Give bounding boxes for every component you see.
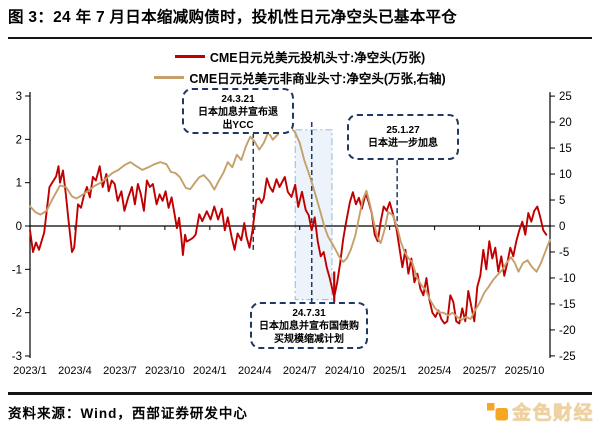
right-axis-tick-label: 20 <box>559 117 572 129</box>
legend-swatch-tan <box>154 76 185 79</box>
chart-svg: 2023/1 2023/4 2023/7 2023/10 2024/1 2024/4 202… <box>12 91 576 377</box>
right-axis-tick-label: 25 <box>559 91 572 103</box>
data-source-note: 资料来源：Wind，西部证券研发中心 <box>8 406 248 421</box>
brand-logo-icon <box>486 403 508 421</box>
event-shaded-region <box>294 129 333 301</box>
brand-name: 金色财经 <box>511 403 594 424</box>
right-axis-tick-label: -20 <box>559 325 576 337</box>
x-axis-label: 2025/1 <box>373 365 407 377</box>
legend-swatch-red <box>174 55 205 58</box>
chart-legend: CME日元兑美元投机头寸:净空头(万张) CME日元兑美元非商业头寸:净空头(万… <box>0 47 600 87</box>
x-axis-label: 2025/4 <box>418 365 452 377</box>
annotation-further-hike: 25.1.27 日本进一步加息 <box>347 114 459 160</box>
annotation-bond-taper: 24.7.31 日本加息并宣布国债购 买规模缩减计划 <box>250 302 368 349</box>
right-axis-tick-label: -15 <box>559 299 576 311</box>
annotation-ycc-exit: 24.3.21 日本加息并宣布退 出YCC <box>182 88 294 134</box>
right-axis-tick-label: 15 <box>559 143 572 155</box>
right-axis-tick-label: -10 <box>559 273 576 285</box>
annotation-date: 24.3.21 <box>221 94 255 105</box>
brand-watermark: 金色财经 <box>486 398 594 425</box>
series-speculative-net-short <box>29 165 548 325</box>
footer-divider <box>8 392 592 395</box>
annotation-date: 24.7.31 <box>292 308 326 319</box>
legend-item-noncommercial: CME日元兑美元非商业头寸:净空头(万张,右轴) <box>154 68 446 87</box>
x-axis-label: 2024/4 <box>238 365 272 377</box>
left-axis-tick-label: 0 <box>16 221 22 233</box>
left-axis-tick-label: -3 <box>12 351 22 363</box>
x-axis-label: 2023/1 <box>13 365 47 377</box>
x-axis-label: 2025/10 <box>505 365 545 377</box>
title-divider <box>8 37 592 39</box>
annotation-text: 日本加息并宣布退 <box>198 107 278 119</box>
annotation-text: 买规模缩减计划 <box>274 334 344 346</box>
x-axis-label: 2025/7 <box>463 365 497 377</box>
x-axis-label: 2023/7 <box>103 365 137 377</box>
annotation-text: 出YCC <box>222 120 254 132</box>
left-axis-tick-label: -1 <box>12 264 22 276</box>
x-axis-label: 2023/4 <box>58 365 92 377</box>
legend-item-speculative: CME日元兑美元投机头寸:净空头(万张) <box>174 47 426 66</box>
x-axis-label: 2024/1 <box>193 365 227 377</box>
left-axis-tick-label: -2 <box>12 308 22 320</box>
x-axis-label: 2023/10 <box>145 365 185 377</box>
annotation-text: 日本进一步加息 <box>368 138 438 149</box>
right-axis-tick-label: 10 <box>559 169 572 181</box>
figure-title: 图 3：24 年 7 月日本缩减购债时，投机性日元净空头已基本平仓 <box>8 9 458 26</box>
right-axis-tick-label: -5 <box>559 247 569 259</box>
annotation-text: 日本加息并宣布国债购 <box>259 321 359 333</box>
series-noncommercial-net-short <box>29 127 551 321</box>
x-axis-label: 2024/10 <box>325 365 365 377</box>
left-axis-tick-label: 2 <box>16 134 22 146</box>
right-axis-tick-label: 5 <box>559 195 565 207</box>
left-axis-tick-label: 1 <box>16 178 22 190</box>
x-axis-label: 2024/7 <box>283 365 317 377</box>
annotation-date: 25.1.27 <box>386 124 420 136</box>
right-axis-tick-label: 0 <box>559 221 565 233</box>
right-axis-tick-label: -25 <box>559 351 576 363</box>
left-axis-tick-label: 3 <box>16 91 22 103</box>
legend-label-speculative: CME日元兑美元投机头寸:净空头(万张) <box>209 51 426 65</box>
legend-label-noncommercial: CME日元兑美元非商业头寸:净空头(万张,右轴) <box>189 72 446 86</box>
